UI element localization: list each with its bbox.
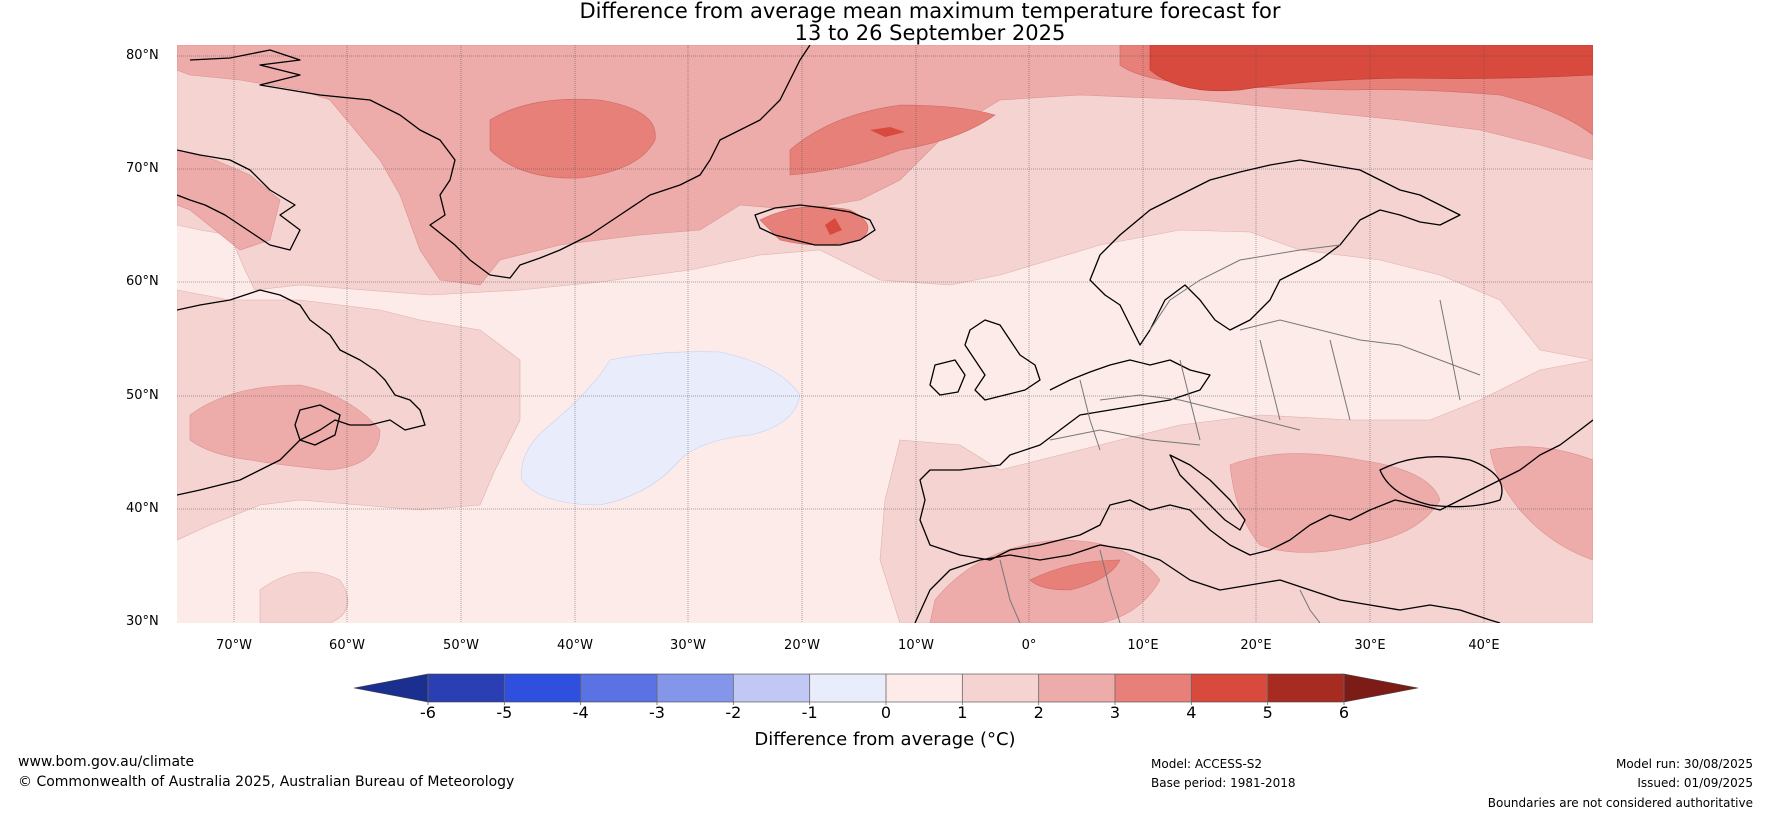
anomaly-2-3-region <box>177 149 281 251</box>
lon-tick-label: 60°W <box>329 638 365 653</box>
lat-tick-label: 30°N <box>126 614 159 629</box>
colorbar-tick-label: 2 <box>1033 703 1044 722</box>
anomaly-4-5-region <box>1149 45 1593 92</box>
baffin-coast <box>177 149 301 251</box>
lat-tick-label: 40°N <box>126 501 159 516</box>
newfoundland-coast <box>294 404 341 446</box>
europe-coast <box>919 359 1593 561</box>
anomaly-neg1-0-region <box>521 351 801 506</box>
lon-tick-label: 10°E <box>1127 638 1159 653</box>
anomaly-3-4-region <box>1029 559 1121 591</box>
coastlines <box>177 45 1593 623</box>
labrador-coast <box>177 289 426 496</box>
lon-tick-label: 10°W <box>898 638 934 653</box>
lat-tick-label: 60°N <box>126 274 159 289</box>
lon-tick-label: 30°W <box>670 638 706 653</box>
lat-tick-label: 80°N <box>126 48 159 63</box>
colorbar-tick-label: -3 <box>649 703 665 722</box>
lon-tick-label: 20°E <box>1240 638 1272 653</box>
colorbar-tick-label: 5 <box>1262 703 1273 722</box>
map-title: Difference from average mean maximum tem… <box>579 0 1281 23</box>
colorbar-tick-label: 0 <box>880 703 892 722</box>
colorbar-tick-label: 6 <box>1338 703 1350 722</box>
anomaly-1-2-region <box>259 571 349 623</box>
colorbar-tick-label: -6 <box>420 703 436 722</box>
lon-tick-label: 0° <box>1021 638 1037 653</box>
lon-tick-label: 30°E <box>1354 638 1386 653</box>
anomaly-field <box>177 45 1593 623</box>
anomaly-2-3-region <box>1229 453 1441 553</box>
colorbar-tick-label: -4 <box>572 703 589 722</box>
anomaly-2-3-region <box>1489 446 1593 561</box>
lat-tick-label: 70°N <box>126 161 159 176</box>
model-name: Model: ACCESS-S2 <box>1151 757 1263 771</box>
colorbar-tick-label: 4 <box>1186 703 1197 722</box>
ireland-coast <box>929 359 966 396</box>
colorbar-tick-label: -1 <box>801 703 818 722</box>
lon-tick-label: 50°W <box>443 638 479 653</box>
base-period: Base period: 1981-2018 <box>1151 776 1296 790</box>
colorbar-tick-label: 1 <box>957 703 968 722</box>
issued-date: Issued: 01/09/2025 <box>1637 776 1753 790</box>
africa-coast <box>914 544 1501 623</box>
boundaries-note: Boundaries are not considered authoritat… <box>1487 796 1753 810</box>
colorbar-tick-label: -2 <box>725 703 742 722</box>
lon-tick-label: 40°W <box>557 638 593 653</box>
map-subtitle: 13 to 26 September 2025 <box>794 21 1066 45</box>
national-boundaries <box>999 244 1481 623</box>
iceland-coast <box>754 204 876 246</box>
anomaly-4-5-region <box>825 218 842 235</box>
anomaly-3-4-region <box>489 98 656 179</box>
colorbar-tick-label: 3 <box>1109 703 1121 722</box>
anomaly-2-3-region <box>189 384 381 471</box>
anomaly-3-4-region <box>789 104 996 176</box>
colorbar-tick-label: -5 <box>496 703 513 722</box>
model-run-date: Model run: 30/08/2025 <box>1615 757 1753 771</box>
lat-tick-label: 50°N <box>126 388 159 403</box>
uk-coast <box>964 319 1041 401</box>
scandinavia-coast <box>1089 159 1461 346</box>
anomaly-3-4-region <box>759 206 869 246</box>
black-sea-coast <box>1379 456 1503 508</box>
colorbar-label: Difference from average (°C) <box>754 729 1016 750</box>
greenland-coast <box>189 45 811 279</box>
copyright-text: © Commonwealth of Australia 2025, Austra… <box>18 774 515 790</box>
lon-tick-label: 40°E <box>1468 638 1500 653</box>
lon-tick-label: 70°W <box>216 638 252 653</box>
lon-tick-label: 20°W <box>784 638 820 653</box>
italy-coast <box>1169 454 1246 531</box>
anomaly-4-5-region <box>870 127 905 137</box>
website-link[interactable]: www.bom.gov.au/climate <box>18 754 195 770</box>
